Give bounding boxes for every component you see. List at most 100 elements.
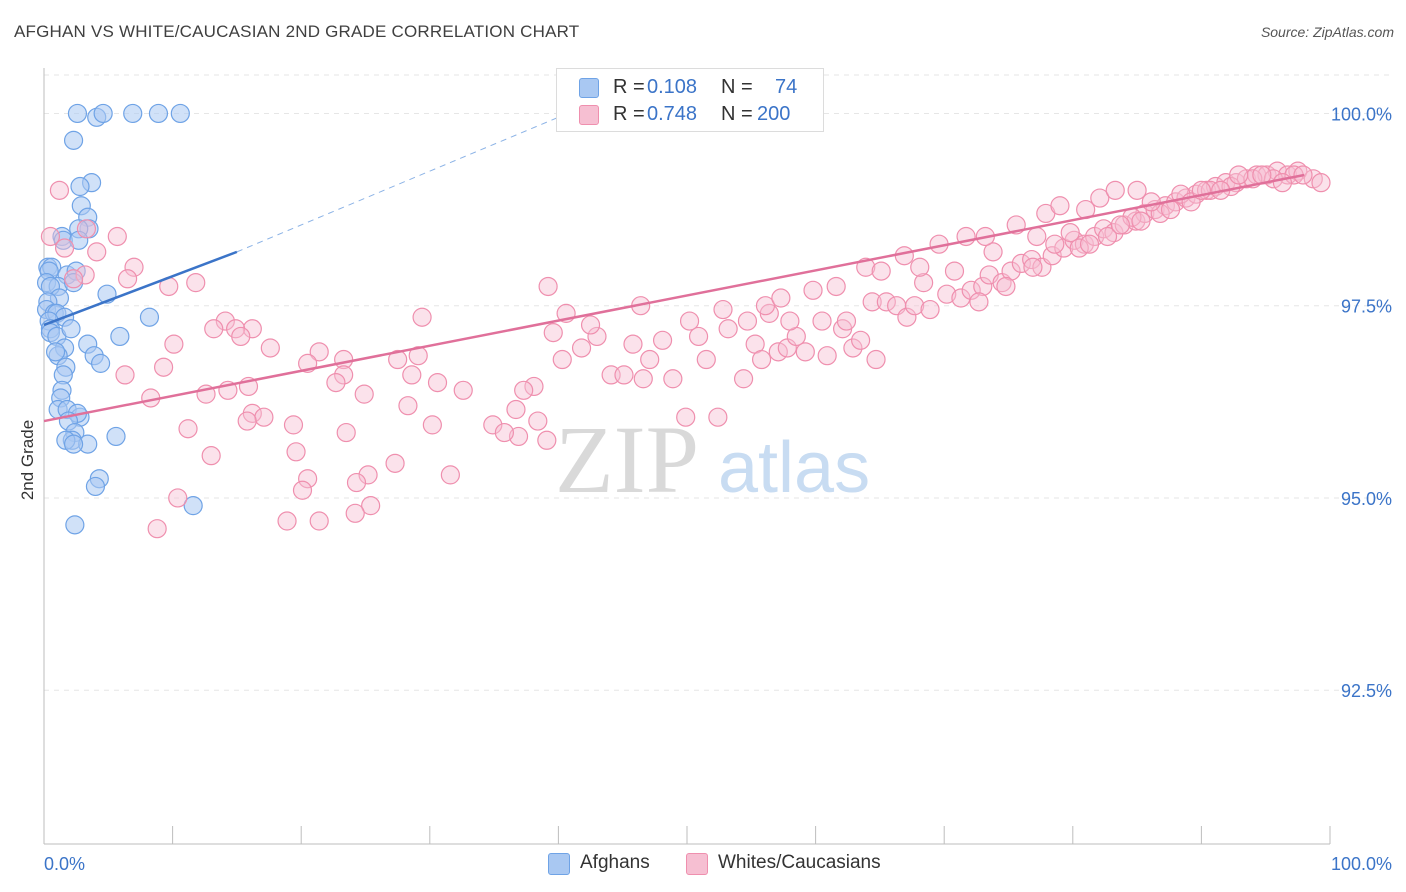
point-whites: [961, 280, 981, 300]
point-afghans: [45, 342, 66, 362]
point-whites: [412, 307, 432, 327]
point-whites: [186, 273, 206, 293]
point-whites: [254, 407, 274, 427]
point-afghans: [67, 103, 88, 124]
point-whites: [812, 311, 832, 331]
point-whites: [696, 349, 716, 370]
point-whites: [1127, 180, 1147, 200]
point-whites: [508, 426, 529, 447]
legend-n-value-afghans: 74: [775, 76, 798, 98]
point-whites: [755, 296, 776, 316]
point-whites: [237, 411, 257, 431]
point-whites: [260, 338, 280, 358]
point-whites: [780, 311, 800, 331]
point-whites: [983, 242, 1003, 262]
legend-swatch-whites: [579, 105, 599, 125]
point-afghans: [170, 103, 190, 124]
point-afghans: [63, 130, 84, 150]
point-whites: [1079, 234, 1100, 254]
point-whites: [1105, 180, 1125, 200]
legend-r-label: R =: [613, 103, 645, 125]
point-whites: [336, 422, 356, 443]
point-whites: [346, 472, 367, 493]
point-afghans: [183, 496, 203, 516]
point-whites: [115, 365, 135, 385]
point-whites: [385, 453, 405, 473]
point-whites: [408, 346, 428, 366]
point-whites: [54, 238, 75, 258]
point-whites: [309, 342, 329, 362]
point-afghans: [65, 515, 85, 535]
point-whites: [453, 380, 473, 400]
point-whites: [1050, 196, 1070, 216]
point-whites: [40, 226, 61, 247]
point-whites: [1027, 226, 1047, 247]
point-whites: [283, 415, 304, 435]
point-whites: [361, 496, 381, 516]
point-whites: [286, 442, 306, 462]
point-whites: [168, 488, 188, 508]
point-whites: [1229, 165, 1249, 185]
point-whites: [914, 273, 934, 293]
point-whites: [795, 342, 815, 362]
point-whites: [422, 415, 442, 435]
point-whites: [215, 311, 235, 331]
point-whites: [153, 357, 174, 377]
point-whites: [543, 323, 563, 343]
point-whites: [894, 246, 914, 266]
point-afghans: [63, 434, 84, 454]
legend-n-label: N =: [721, 76, 753, 98]
legend-row-afghans: R = 0.108 N = 74: [557, 74, 823, 102]
point-whites: [640, 349, 660, 370]
point-whites: [117, 269, 138, 289]
point-whites: [124, 257, 144, 277]
point-whites: [1097, 226, 1118, 247]
point-whites: [951, 288, 971, 308]
source-label: Source: ZipAtlas.com: [1260, 24, 1394, 40]
point-whites: [201, 446, 221, 466]
point-whites: [679, 311, 700, 331]
point-afghans: [93, 103, 113, 124]
point-whites: [587, 326, 607, 347]
point-whites: [996, 276, 1016, 297]
point-whites: [524, 376, 544, 397]
point-whites: [836, 311, 857, 331]
point-whites: [803, 280, 823, 300]
point-whites: [440, 465, 460, 485]
point-whites: [1090, 188, 1110, 208]
point-whites: [1023, 257, 1043, 277]
point-whites: [402, 365, 422, 385]
point-afghans: [70, 176, 90, 197]
point-whites: [614, 365, 634, 385]
watermark-atlas: atlas: [718, 428, 870, 508]
point-whites: [358, 465, 378, 485]
point-whites: [147, 519, 167, 539]
point-whites: [309, 511, 329, 531]
point-whites: [552, 349, 572, 370]
point-whites: [905, 296, 925, 316]
point-whites: [937, 284, 957, 304]
y-tick-label: 97.5%: [1341, 297, 1392, 317]
point-whites: [718, 319, 738, 339]
point-whites: [751, 349, 772, 370]
point-whites: [1011, 253, 1031, 274]
bottom-swatch-whites: [686, 853, 708, 875]
point-whites: [876, 292, 896, 312]
point-whites: [1060, 223, 1080, 243]
watermark-zip: ZIP: [555, 406, 699, 513]
point-afghans: [139, 307, 160, 327]
point-whites: [817, 346, 837, 366]
point-afghans: [106, 426, 126, 447]
axis-labels: 92.5% 95.0% 97.5% 100.0% 0.0% 100.0% 2nd Grade: [18, 104, 1392, 874]
point-whites: [107, 226, 127, 247]
legend-n-value-whites: 200: [757, 103, 791, 125]
point-whites: [652, 330, 673, 350]
point-whites: [866, 349, 886, 370]
point-whites: [514, 380, 534, 400]
point-whites: [1042, 246, 1062, 266]
point-whites: [537, 430, 557, 450]
point-afghans: [90, 353, 111, 373]
point-whites: [164, 334, 184, 354]
legend-row-whites: R = 0.748 N = 200: [557, 101, 823, 129]
